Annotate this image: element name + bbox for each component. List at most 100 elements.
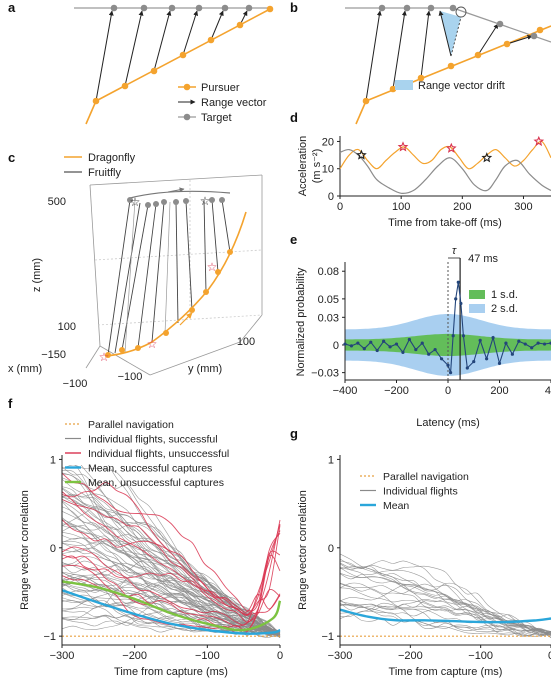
- f-ytick-label: 1: [50, 454, 56, 466]
- d-capture-star: [533, 135, 545, 147]
- g-individual-flight: [340, 563, 551, 639]
- e-correlation-point: [454, 297, 458, 301]
- f-individual-flight: [62, 608, 281, 635]
- panel-e-plot: −400 −200 0 200 40 −0.03 0 0.03 0.05 0.08 τ 47 ms 1 …: [295, 245, 551, 429]
- d-xtick-label: 100: [392, 201, 410, 213]
- e-correlation-point: [439, 357, 444, 361]
- d-ytick-label: 10: [322, 164, 334, 176]
- panel-a-diagram: [74, 4, 274, 125]
- e-legend-swatch-1sd: [469, 290, 485, 299]
- e-correlation-point: [446, 363, 450, 367]
- g-xtick-label: −100: [468, 650, 493, 662]
- e-correlation-point: [461, 334, 466, 338]
- f-mean-line: [61, 580, 282, 632]
- panel-a-legend: Pursuer Range vector Target: [178, 82, 267, 124]
- g-legend-label: Individual flights: [383, 486, 458, 498]
- g-individual-flight: [340, 612, 551, 638]
- e-correlation-point: [433, 347, 437, 352]
- panel-b-diagram: [345, 4, 551, 125]
- e-correlation-point: [491, 335, 495, 340]
- g-xlabel: Time from capture (ms): [389, 666, 503, 678]
- f-individual-flight: [62, 465, 281, 636]
- f-individual-flight: [62, 519, 281, 615]
- c-ztick-100: 100: [58, 321, 76, 333]
- g-individual-flight: [340, 582, 551, 637]
- g-ytick-label: 0: [328, 543, 334, 555]
- e-ylabel: Normalized probability: [295, 267, 307, 376]
- e-correlation-point: [485, 357, 489, 361]
- e-ytick-label: 0.05: [318, 294, 339, 306]
- panel-b-legend: Range vector drift: [395, 80, 505, 92]
- e-correlation-point: [382, 339, 386, 343]
- svg-text:☆: ☆: [130, 195, 141, 209]
- g-mean-line: [339, 608, 551, 624]
- panel-e-label: e: [290, 232, 297, 247]
- g-individual-flight: [340, 583, 551, 635]
- g-legend-label: Mean: [383, 500, 409, 512]
- e-correlation-point: [362, 347, 366, 351]
- e-correlation-point: [465, 366, 469, 370]
- d-ylabel: Acceleration: [297, 136, 309, 197]
- fruitfly-acceleration-line: [339, 148, 551, 194]
- g-xtick-label: 0: [548, 650, 551, 662]
- panel-f-label: f: [8, 396, 13, 411]
- d-xtick-label: 200: [453, 201, 471, 213]
- c-ytick-100: 100: [237, 336, 255, 348]
- e-latency-annotation: 47 ms: [468, 253, 498, 265]
- panel-f-plot: −300 −200 −100 0 −1 0 1 Time from capture (ms) R…: [19, 419, 283, 678]
- e-correlation-point: [504, 341, 508, 345]
- g-legend-label: Parallel navigation: [383, 471, 469, 483]
- legend-dragonfly: Dragonfly: [88, 152, 136, 164]
- f-ylabel: Range vector correlation: [19, 490, 31, 610]
- panel-b-label: b: [290, 0, 298, 15]
- g-xtick-label: −200: [398, 650, 423, 662]
- e-correlation-point: [427, 352, 431, 356]
- d-xtick-label: 300: [514, 201, 532, 213]
- d-capture-star: [445, 142, 457, 153]
- panel-d-label: d: [290, 110, 298, 125]
- f-individual-flight: [62, 519, 281, 637]
- d-xlabel: Time from take-off (ms): [388, 217, 502, 229]
- e-xtick-label: −200: [384, 385, 409, 397]
- f-individual-flight: [62, 597, 281, 638]
- panel-d-plot: 0 100 200 300 0 10 20 Time from take-off (ms) Ac…: [297, 136, 551, 229]
- d-capture-star: [481, 152, 493, 163]
- legend-range-vector: Range vector: [201, 97, 267, 109]
- legend-fruitfly: Fruitfly: [88, 167, 122, 179]
- e-correlation-point: [420, 341, 424, 345]
- e-correlation-point: [456, 280, 460, 284]
- panel-c-box: [85, 174, 263, 376]
- f-mean-line: [61, 589, 281, 635]
- f-individual-flight: [62, 501, 281, 636]
- e-correlation-point: [530, 346, 534, 350]
- f-xlabel: Time from capture (ms): [114, 666, 228, 678]
- d-ytick-label: 0: [328, 191, 334, 203]
- e-legend-1sd: 1 s.d.: [491, 289, 518, 301]
- e-correlation-point: [369, 340, 373, 344]
- e-correlation-point: [459, 301, 463, 306]
- e-xtick-label: −400: [333, 385, 358, 397]
- g-individual-flight: [340, 570, 551, 636]
- e-band-1sd: [345, 333, 551, 356]
- panel-c-trajectories: ☆ ☆ ☆ ☆ ☆: [99, 187, 247, 364]
- panel-g-plot: −300 −200 −100 0 −1 0 1 Time from capture (ms) R…: [297, 454, 551, 678]
- f-individual-flight: [74, 465, 281, 637]
- e-correlation-point: [517, 339, 521, 343]
- f-individual-flight: [62, 472, 281, 612]
- g-xtick-label: −300: [328, 650, 353, 662]
- svg-text:☆: ☆: [99, 350, 110, 364]
- g-ytick-label: 1: [328, 454, 334, 466]
- e-correlation-point: [401, 350, 405, 354]
- e-correlation-point: [356, 341, 360, 345]
- g-individual-flight: [340, 602, 551, 636]
- e-legend-swatch-2sd: [469, 304, 485, 313]
- f-individual-flight: [62, 481, 281, 613]
- panel-c-label: c: [8, 150, 15, 165]
- f-individual-flight: [62, 491, 281, 616]
- e-correlation-point: [394, 342, 399, 346]
- legend-pursuer: Pursuer: [201, 82, 240, 94]
- g-ylabel: Range vector correlation: [297, 490, 309, 610]
- e-correlation-point: [472, 359, 476, 364]
- f-xtick-label: 0: [277, 650, 283, 662]
